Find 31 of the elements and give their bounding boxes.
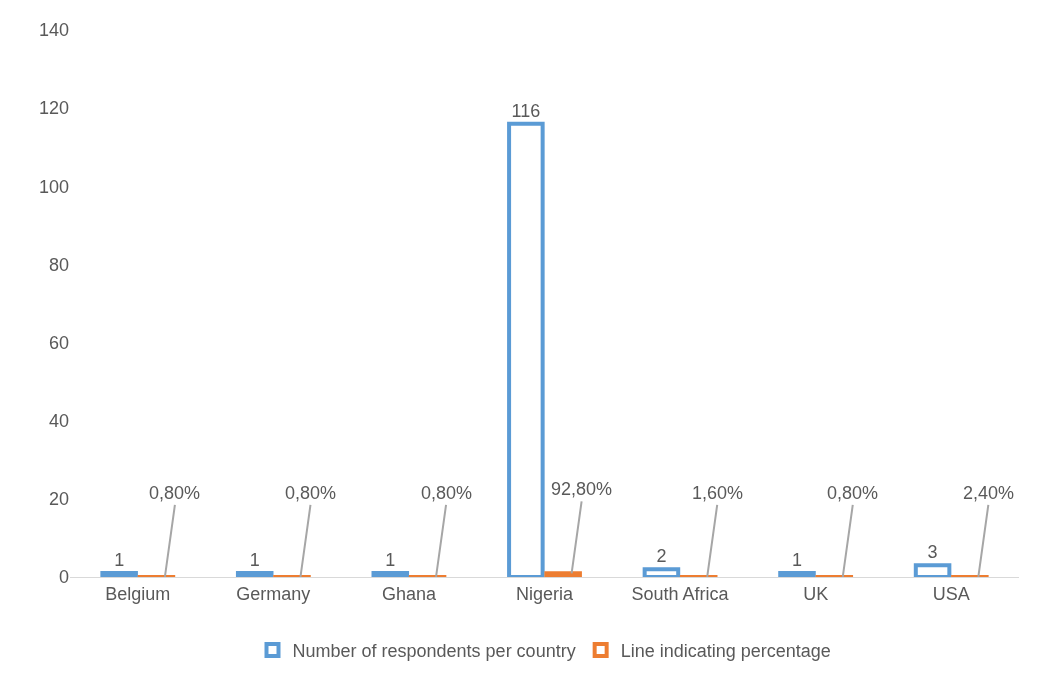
y-tick-label: 80 — [48, 254, 69, 275]
data-label: 1,60% — [692, 483, 744, 503]
y-tick-label: 100 — [38, 176, 69, 197]
y-tick-label: 60 — [48, 332, 69, 353]
data-label: 0,80% — [827, 483, 879, 503]
x-tick-label: Ghana — [381, 583, 437, 604]
x-tick-label: Germany — [236, 583, 311, 604]
x-tick-label: Nigeria — [515, 583, 574, 604]
data-label: 2 — [656, 546, 667, 567]
data-label: 116 — [511, 100, 541, 121]
data-label: 0,80% — [149, 483, 201, 503]
data-label: 3 — [927, 542, 938, 563]
y-tick-label: 140 — [38, 20, 69, 41]
y-tick-label: 40 — [48, 411, 69, 432]
x-tick-label: South Africa — [631, 583, 730, 604]
data-label: 92,80% — [551, 479, 613, 499]
data-label: 1 — [385, 550, 396, 571]
legend-label: Number of respondents per country — [292, 640, 576, 661]
legend-label: Line indicating percentage — [620, 640, 831, 661]
data-label: 1 — [249, 550, 260, 571]
data-label: 2,40% — [963, 483, 1015, 503]
data-label: 1 — [791, 550, 803, 571]
y-tick-label: 0 — [58, 567, 69, 588]
y-tick-label: 20 — [48, 489, 69, 510]
data-label: 1 — [114, 550, 125, 571]
x-tick-label: Belgium — [105, 583, 171, 604]
data-label: 0,80% — [421, 483, 473, 503]
data-label: 0,80% — [285, 483, 337, 503]
x-tick-label: USA — [932, 583, 970, 604]
y-tick-label: 120 — [38, 98, 69, 119]
x-tick-label: UK — [803, 583, 829, 604]
